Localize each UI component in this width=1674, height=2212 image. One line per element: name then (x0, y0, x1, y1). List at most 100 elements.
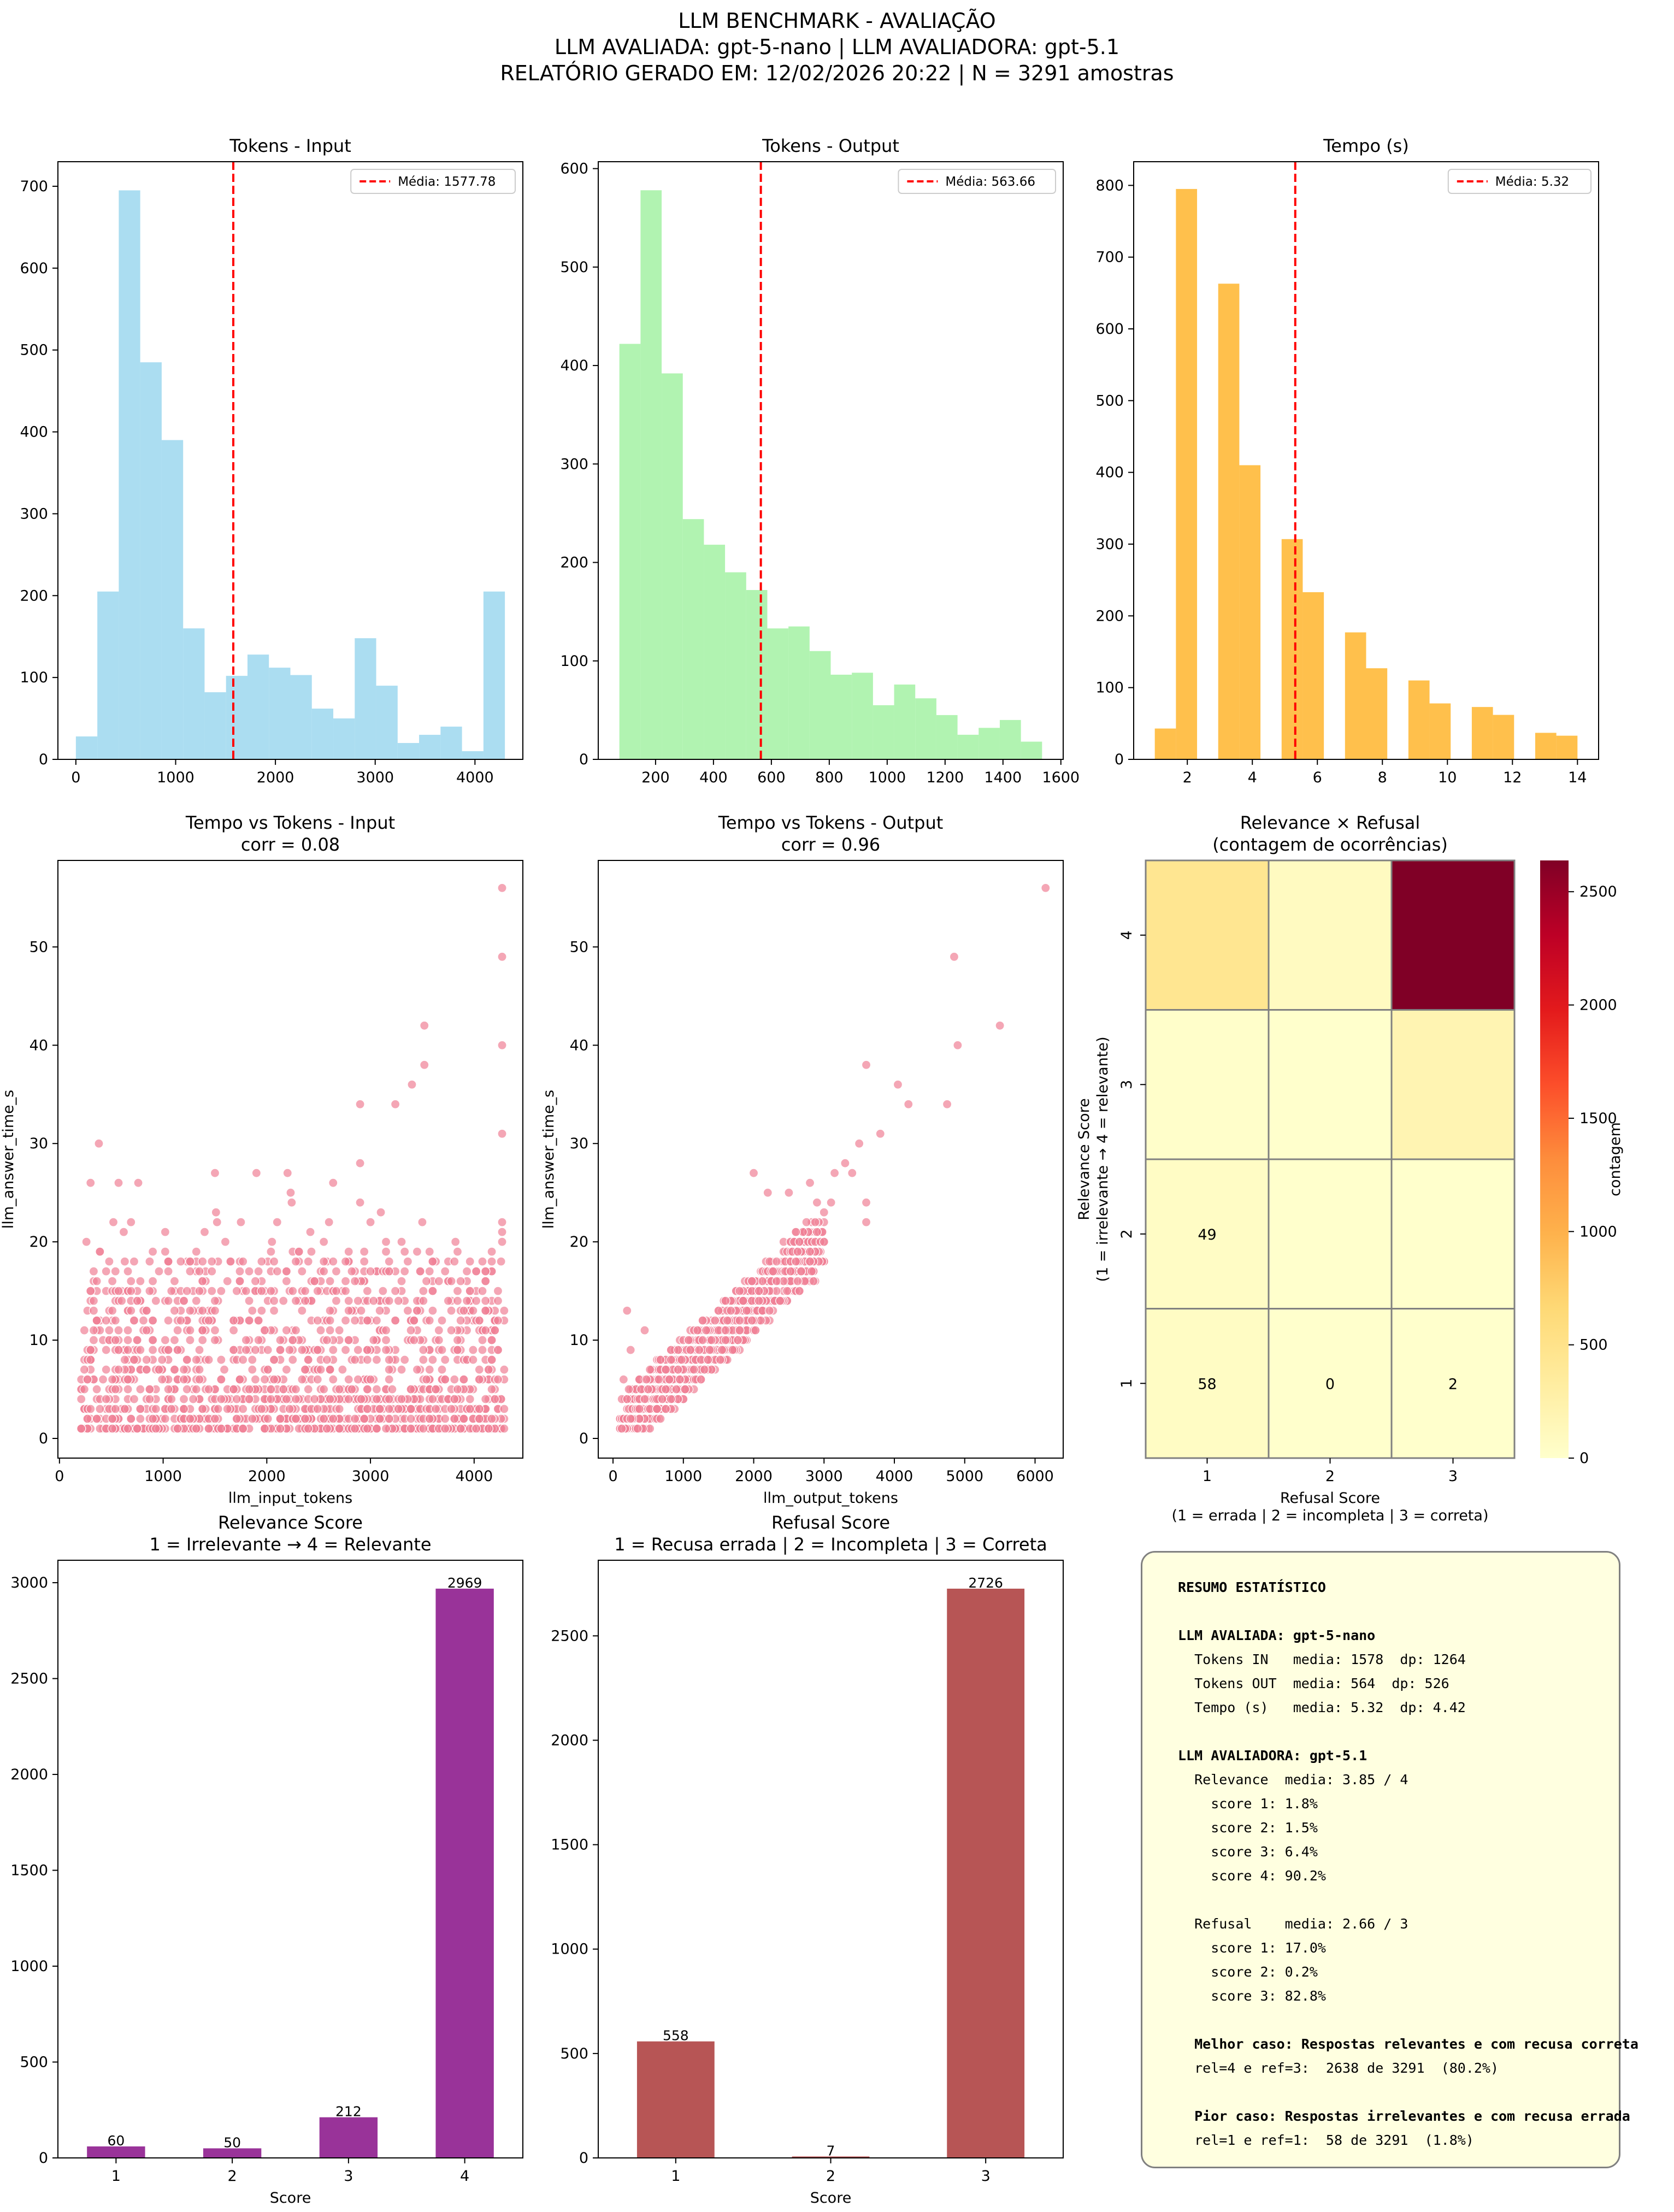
scatter-point (664, 1375, 674, 1384)
bar (319, 2117, 378, 2158)
histogram-bar (725, 572, 746, 759)
scatter-point (257, 1306, 267, 1316)
histogram-bar (915, 698, 936, 759)
summary-line (1178, 2080, 1638, 2104)
scatter-point (434, 1335, 444, 1345)
scatter-point (82, 1375, 92, 1384)
scatter-point (145, 1286, 155, 1296)
scatter-point (456, 1276, 465, 1286)
scatter-point (176, 1257, 186, 1266)
scatter-point (717, 1345, 727, 1355)
summary-line: Tempo (s) media: 5.32 dp: 4.42 (1178, 1700, 1466, 1715)
x-tick-label: 1 (671, 2168, 680, 2185)
scatter-point (493, 1286, 503, 1296)
scatter-point (123, 1375, 133, 1384)
heatmap-cell (1145, 859, 1270, 1011)
y-tick-label: 0 (39, 2150, 48, 2167)
scatter-point (412, 1365, 422, 1375)
scatter-point (793, 1276, 803, 1286)
scatter-point (148, 1345, 158, 1355)
scatter-point (431, 1404, 441, 1414)
legend-box (1447, 169, 1592, 194)
scatter-point (132, 1335, 142, 1345)
x-tick-label: 2 (1183, 769, 1192, 786)
histogram-bar (1366, 668, 1388, 759)
scatter-point (366, 1266, 375, 1276)
scatter-point (633, 1424, 643, 1434)
scatter-point (747, 1316, 757, 1325)
summary-line: score 1: 1.8% (1178, 1796, 1318, 1812)
scatter-point (758, 1276, 768, 1286)
scatter-point (294, 1247, 304, 1257)
scatter-point (468, 1355, 478, 1365)
scatter-point (229, 1384, 239, 1394)
histogram-bar (226, 676, 247, 759)
y-tick-label: 3000 (10, 1574, 48, 1591)
scatter-point (322, 1355, 332, 1365)
legend-text: Média: 5.32 (1495, 175, 1569, 189)
scatter-point (465, 1394, 475, 1404)
legend-box (898, 169, 1057, 194)
histogram-bar (704, 545, 726, 759)
scatter-point (362, 1286, 372, 1296)
scatter-point (269, 1306, 279, 1316)
scatter-point (291, 1414, 301, 1424)
chart-title: 1 = Recusa errada | 2 = Incompleta | 3 =… (614, 1534, 1047, 1555)
scatter-point (462, 1296, 472, 1306)
scatter-point (812, 1227, 822, 1237)
scatter-point (763, 1188, 773, 1198)
scatter-point (754, 1296, 764, 1306)
colorbar-tick-label: 0 (1579, 1450, 1589, 1467)
histogram-bar (957, 734, 979, 759)
summary-line (1178, 2008, 1638, 2032)
histogram-bar (746, 590, 768, 759)
scatter-point (123, 1335, 133, 1345)
scatter-point (459, 1414, 469, 1424)
scatter-point (328, 1375, 338, 1384)
scatter-point (440, 1355, 450, 1365)
scatter-point (288, 1335, 298, 1345)
scatter-point (487, 1414, 497, 1424)
scatter-point (652, 1404, 662, 1414)
bar-value-label: 558 (663, 2028, 689, 2044)
scatter-point (316, 1325, 326, 1335)
y-tick-label: 1500 (551, 1837, 588, 1854)
scatter-point (216, 1286, 226, 1296)
scatter-point (319, 1414, 329, 1424)
scatter-point (101, 1266, 111, 1276)
x-tick-label: 3000 (805, 1468, 843, 1485)
scatter-point (694, 1345, 704, 1355)
scatter-point (810, 1217, 820, 1227)
scatter-point (160, 1414, 170, 1424)
scatter-point (484, 1424, 493, 1434)
scatter-point (334, 1404, 344, 1414)
scatter-point (198, 1257, 208, 1266)
scatter-point (875, 1129, 885, 1139)
scatter-point (384, 1257, 394, 1266)
scatter-point (721, 1325, 730, 1335)
scatter-point (381, 1424, 391, 1434)
scatter-point (169, 1306, 180, 1316)
heatmap-cell (1268, 1158, 1393, 1309)
scatter-point (238, 1404, 248, 1414)
scatter-point (92, 1316, 102, 1325)
scatter-point (279, 1296, 288, 1306)
scatter-point (362, 1355, 372, 1365)
scatter-point (303, 1384, 313, 1394)
scatter-point (406, 1325, 416, 1335)
histogram-bar (1302, 592, 1324, 759)
scatter-point (344, 1394, 353, 1404)
bar (947, 1588, 1025, 2158)
scatter-point (281, 1365, 291, 1375)
legend-text: Média: 1577.78 (398, 175, 496, 189)
histogram-bar (161, 440, 184, 759)
y-tick-label: 700 (1095, 249, 1124, 266)
histogram-bar (1408, 680, 1430, 759)
scatter-point (412, 1247, 422, 1257)
x-tick-label: 3 (981, 2168, 991, 2185)
scatter-point (645, 1365, 655, 1375)
scatter-point (434, 1276, 444, 1286)
y-tick-label: 600 (20, 260, 48, 277)
scatter-point (698, 1316, 708, 1325)
colorbar-tick-label: 1500 (1579, 1110, 1617, 1127)
